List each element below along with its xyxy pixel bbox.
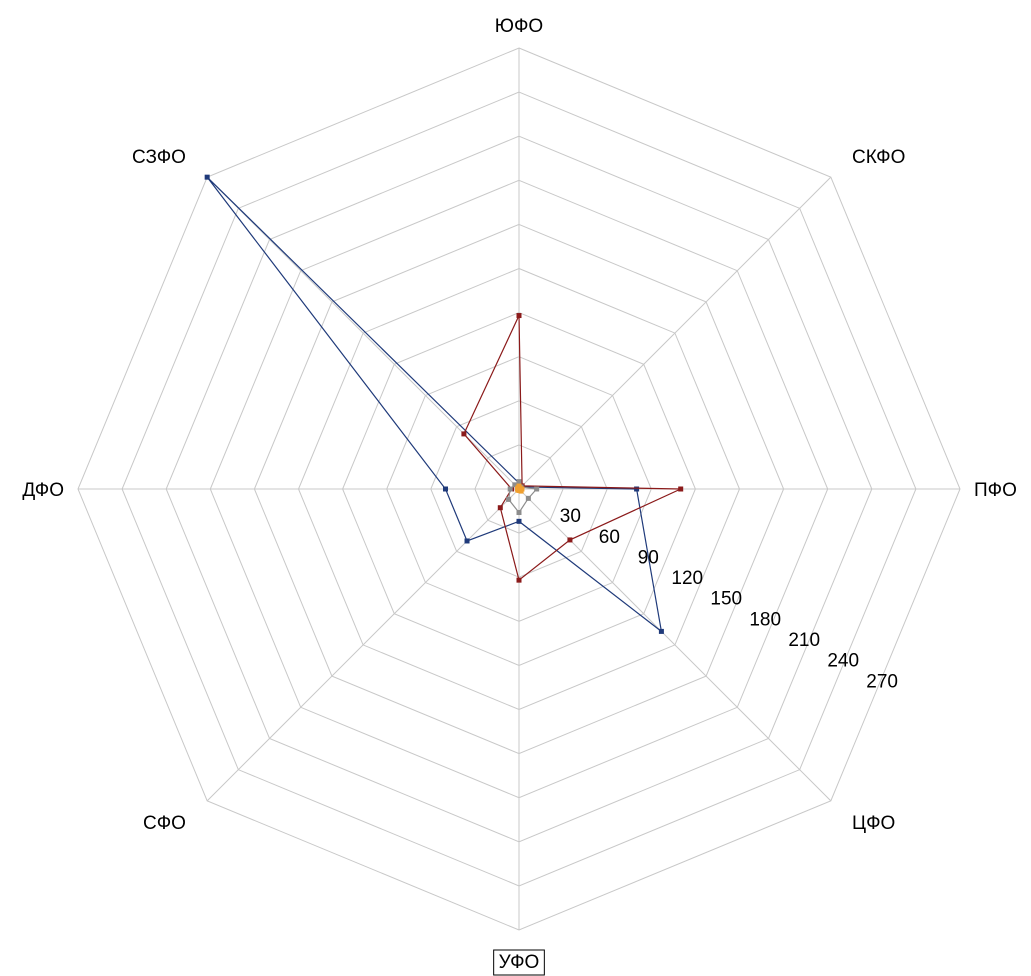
data-point [516,313,522,319]
series-1 [461,313,684,583]
series-3 [515,483,525,494]
axis-spoke [518,488,832,802]
axis-label: УФО [499,952,540,973]
data-point [516,479,522,485]
axis-spoke [518,176,832,490]
data-point [567,537,573,543]
tick-label: 60 [599,527,620,548]
axis-spoke [206,176,520,490]
data-point [461,431,467,437]
data-point [534,486,540,492]
axis-label: СКФО [852,147,905,168]
data-point [512,482,518,488]
data-point [658,628,664,634]
axis-label: СЗФО [132,147,186,168]
data-point [516,577,522,583]
tick-label: 270 [866,671,898,692]
data-point [443,486,448,492]
data-point [515,485,521,491]
radar-series [204,174,684,634]
data-point [678,486,684,492]
selected-label-box [493,949,545,976]
tick-label: 150 [710,589,742,610]
data-point [464,538,470,544]
radar-grid [77,47,961,931]
data-point [525,495,531,501]
data-point [507,486,513,492]
data-point [506,496,512,502]
tick-label: 120 [671,568,703,589]
data-point [204,174,210,180]
axis-label: ЦФО [852,813,895,834]
tick-label: 240 [827,651,859,672]
axis-label: ЮФО [495,16,543,37]
axis-label: ДФО [22,480,64,501]
axis-labels: ЮФО СКФО ПФО ЦФО УФО СФО ДФО СЗФО [22,16,1017,976]
data-point [516,518,522,524]
series-2 [506,479,540,516]
tick-label: 90 [638,547,659,568]
radial-tick-labels: 30 60 90 120 150 180 210 240 270 [560,506,898,692]
data-point [634,486,640,492]
axis-spoke [206,488,520,802]
tick-label: 30 [560,506,581,527]
axis-label: ПФО [974,480,1017,501]
tick-label: 210 [788,630,820,651]
data-point [497,505,503,511]
tick-label: 180 [749,609,781,630]
data-point [516,510,522,516]
axis-label: СФО [143,813,186,834]
